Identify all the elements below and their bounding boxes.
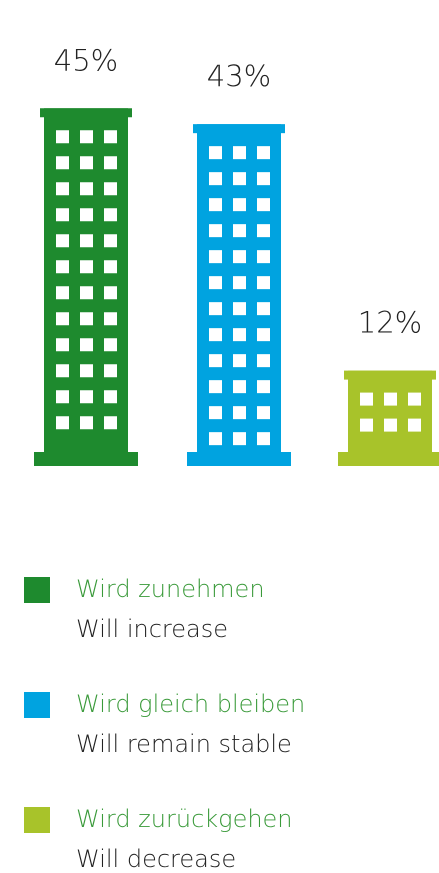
window — [257, 172, 270, 186]
window — [233, 198, 246, 212]
window — [209, 380, 222, 394]
window — [56, 156, 69, 170]
window — [56, 208, 69, 222]
window — [56, 390, 69, 404]
window — [80, 234, 93, 248]
value-label: 43% — [207, 59, 271, 93]
window — [233, 432, 246, 446]
window — [104, 364, 117, 378]
window — [233, 276, 246, 290]
window — [233, 302, 246, 316]
window — [209, 146, 222, 160]
window — [360, 418, 373, 432]
window — [233, 406, 246, 420]
window — [104, 416, 117, 430]
window — [104, 208, 117, 222]
window — [80, 260, 93, 274]
window — [56, 130, 69, 144]
window — [80, 416, 93, 430]
window — [257, 250, 270, 264]
window — [56, 182, 69, 196]
value-label: 45% — [54, 43, 118, 77]
window — [56, 416, 69, 430]
building-base — [338, 452, 439, 466]
building-body — [348, 370, 432, 452]
window — [257, 224, 270, 238]
building-base — [187, 452, 291, 466]
window — [56, 312, 69, 326]
window — [257, 328, 270, 342]
window — [104, 260, 117, 274]
window — [80, 364, 93, 378]
window — [104, 286, 117, 300]
legend-label: Wird zurückgehen — [76, 805, 293, 833]
window — [80, 156, 93, 170]
legend-swatch — [24, 577, 50, 603]
legend-swatch — [24, 692, 50, 718]
window — [80, 390, 93, 404]
window — [233, 328, 246, 342]
window — [209, 276, 222, 290]
window — [56, 260, 69, 274]
window — [257, 354, 270, 368]
window — [360, 392, 373, 406]
window — [233, 354, 246, 368]
legend-translation: Will increase — [76, 615, 228, 643]
window — [80, 338, 93, 352]
window — [257, 276, 270, 290]
window — [209, 224, 222, 238]
window — [384, 418, 397, 432]
window — [56, 234, 69, 248]
window — [257, 198, 270, 212]
window — [209, 406, 222, 420]
window — [104, 338, 117, 352]
window — [209, 354, 222, 368]
window — [209, 302, 222, 316]
window — [209, 172, 222, 186]
window — [104, 156, 117, 170]
window — [56, 338, 69, 352]
legend-label: Wird zunehmen — [76, 575, 265, 603]
window — [56, 364, 69, 378]
window — [80, 208, 93, 222]
window — [257, 380, 270, 394]
window — [209, 198, 222, 212]
window — [104, 182, 117, 196]
window — [104, 390, 117, 404]
window — [233, 146, 246, 160]
window — [384, 392, 397, 406]
window — [80, 182, 93, 196]
window — [233, 380, 246, 394]
legend-translation: Will decrease — [76, 845, 236, 873]
window — [80, 286, 93, 300]
window — [104, 312, 117, 326]
building-base — [34, 452, 138, 466]
window — [233, 172, 246, 186]
window — [408, 392, 421, 406]
window — [257, 432, 270, 446]
window — [209, 328, 222, 342]
window — [104, 130, 117, 144]
window — [408, 418, 421, 432]
window — [209, 432, 222, 446]
legend-translation: Will remain stable — [76, 730, 292, 758]
window — [80, 312, 93, 326]
value-label: 12% — [358, 306, 422, 340]
legend-label: Wird gleich bleiben — [76, 690, 305, 718]
window — [257, 406, 270, 420]
window — [257, 302, 270, 316]
window — [233, 250, 246, 264]
window — [209, 250, 222, 264]
window — [104, 234, 117, 248]
window — [257, 146, 270, 160]
window — [80, 130, 93, 144]
window — [56, 286, 69, 300]
legend-swatch — [24, 807, 50, 833]
window — [233, 224, 246, 238]
